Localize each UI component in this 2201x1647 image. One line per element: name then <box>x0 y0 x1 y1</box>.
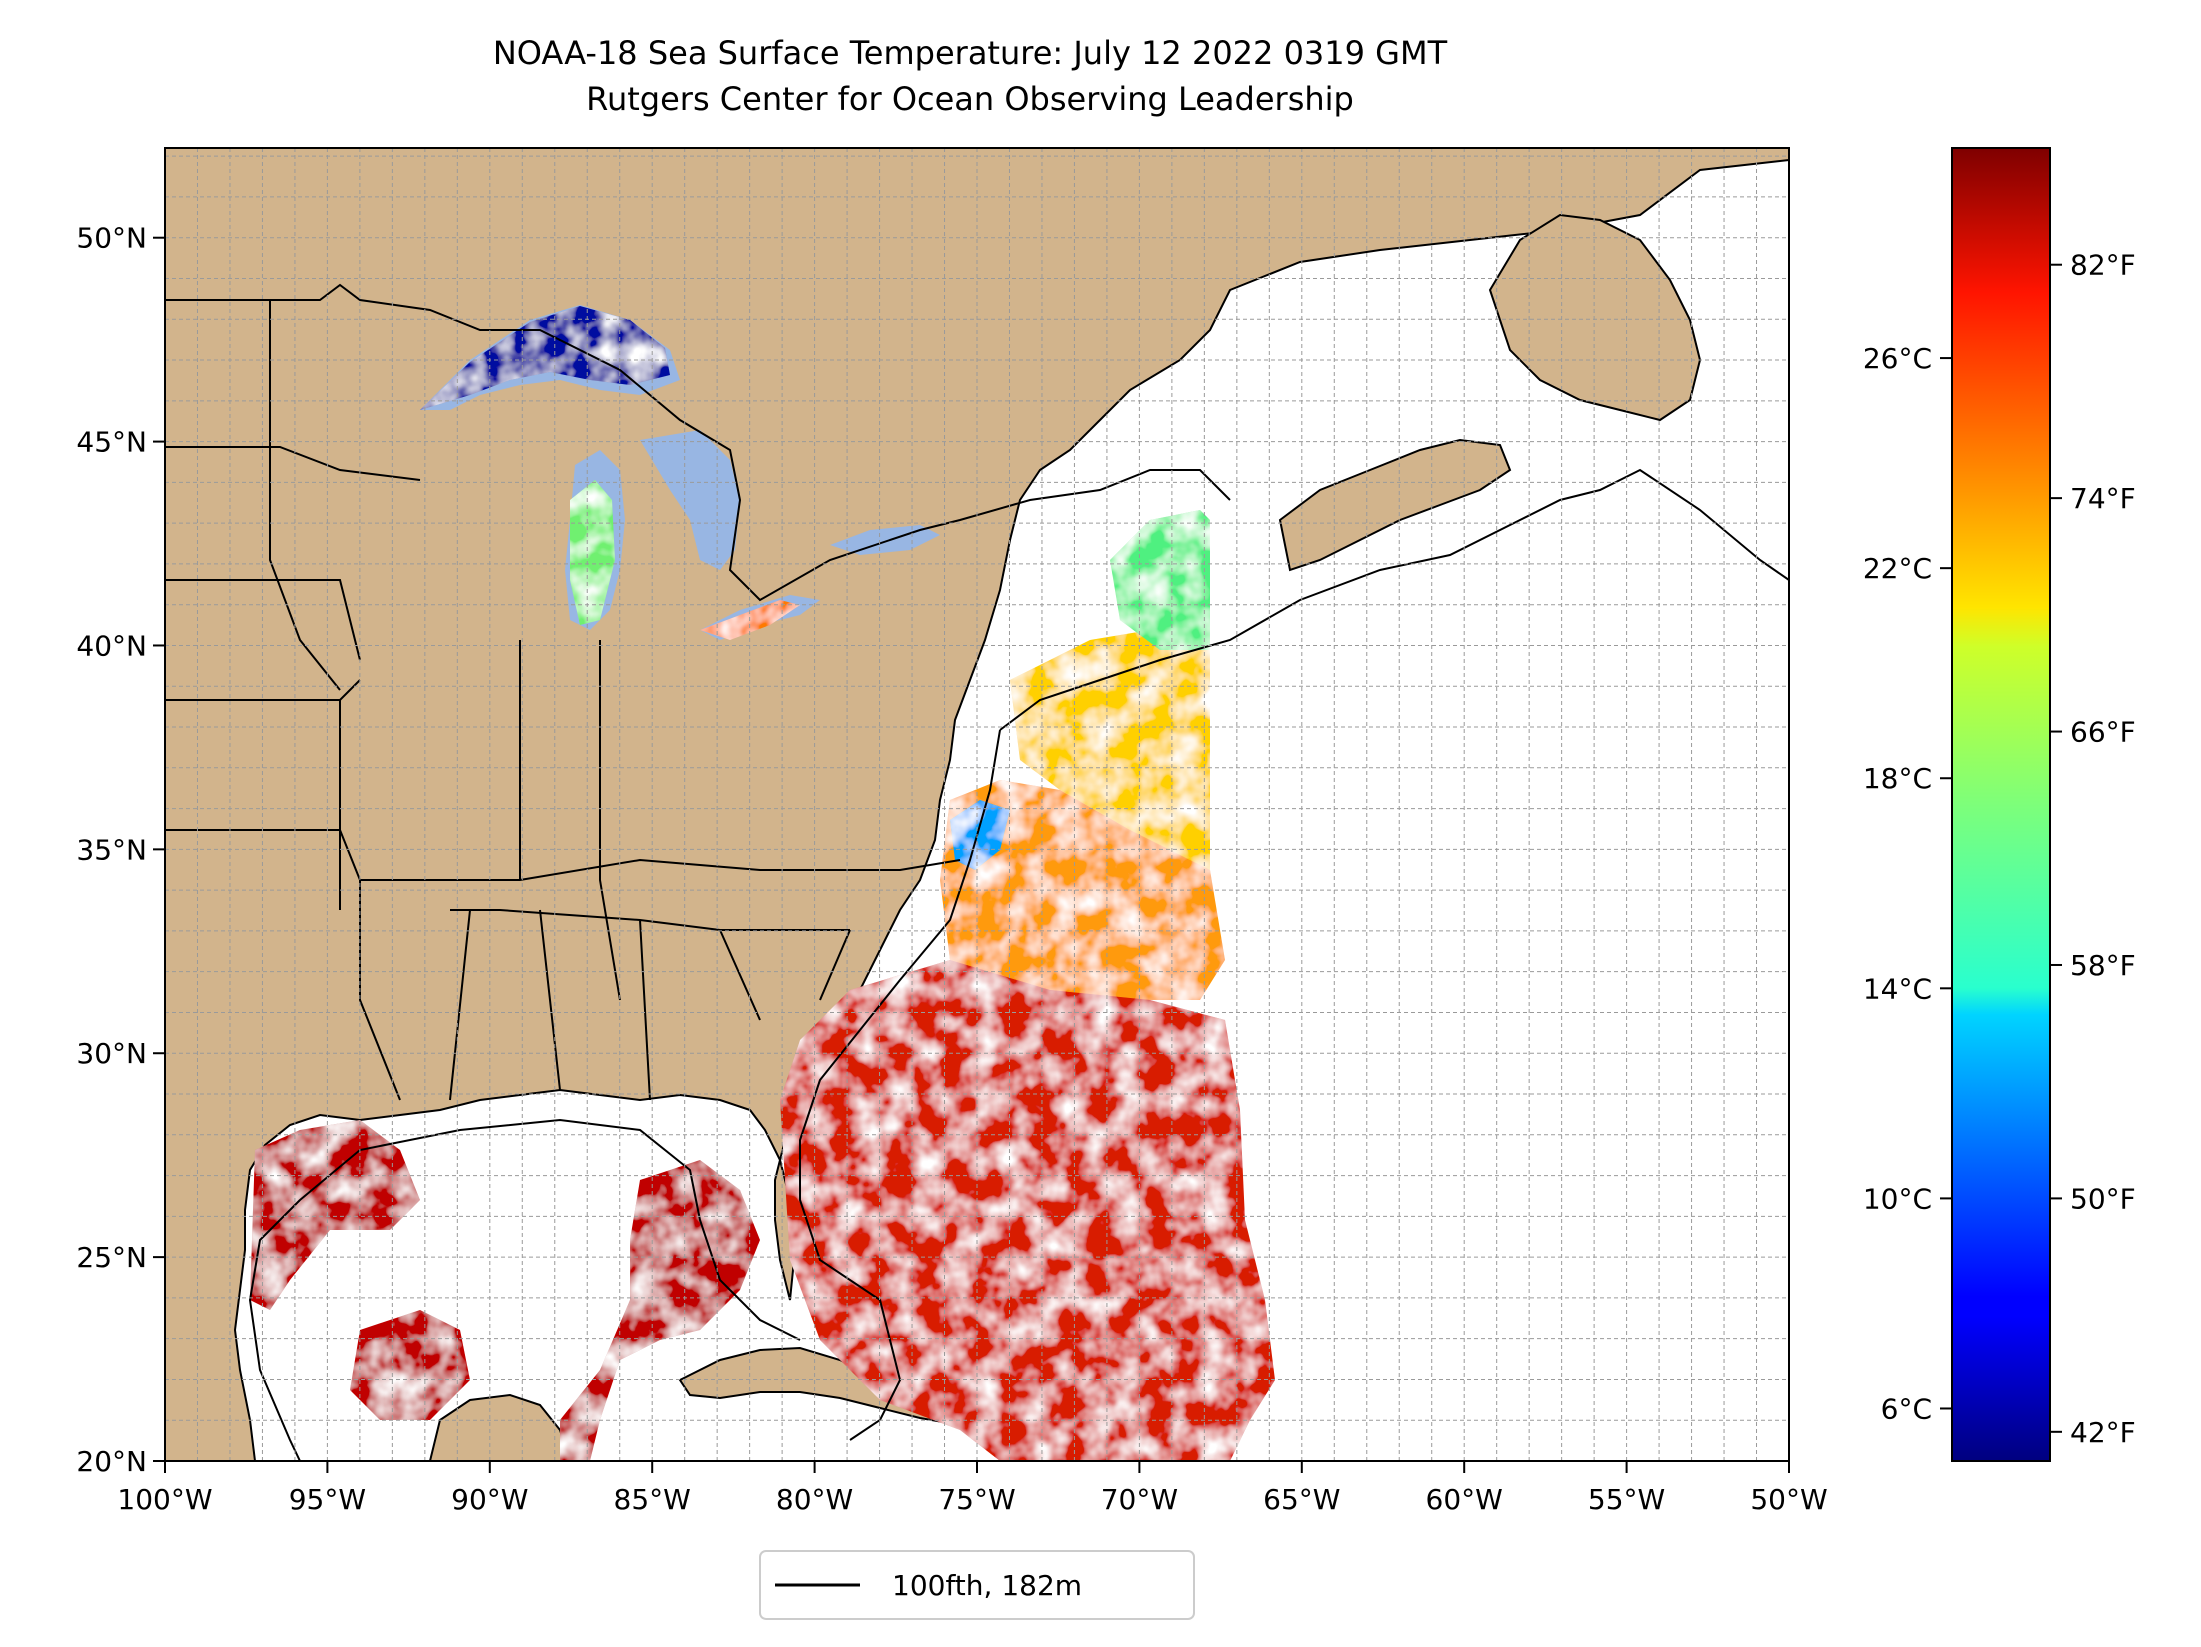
legend-box <box>759 1550 1195 1620</box>
x-tick-label: 90°W <box>451 1483 528 1516</box>
sst-gulf-maine-cool <box>1110 510 1210 650</box>
colorbar-fahrenheit-tick-label: 42°F <box>2070 1416 2136 1449</box>
state-lines <box>165 300 961 1101</box>
x-tick-label: 50°W <box>1750 1483 1827 1516</box>
us-canada-border <box>165 283 1231 602</box>
colorbar-fahrenheit-tick-label: 58°F <box>2070 949 2136 982</box>
graticule-grid <box>165 148 1789 1461</box>
sst-lake-superior-cold <box>420 306 670 410</box>
colorbar-fahrenheit-tick-label: 50°F <box>2070 1182 2136 1215</box>
y-tick-label: 45°N <box>76 426 147 459</box>
y-tick-label: 25°N <box>76 1241 147 1274</box>
x-tick-label: 85°W <box>614 1483 691 1516</box>
x-tick-label: 95°W <box>289 1483 366 1516</box>
nova-scotia-land <box>1278 438 1512 572</box>
colorbar-celsius-tick-label: 14°C <box>1863 972 1932 1005</box>
lake-huron <box>640 430 740 570</box>
x-tick-label: 55°W <box>1588 1483 1665 1516</box>
colorbar-fahrenheit-tick-label: 66°F <box>2070 716 2136 749</box>
legend-label: 100fth, 182m <box>892 1569 1082 1602</box>
isobath-100fth-line <box>248 468 1789 1461</box>
y-tick-label: 30°N <box>76 1037 147 1070</box>
x-tick-label: 65°W <box>1263 1483 1340 1516</box>
colorbar-fahrenheit-tick-label: 74°F <box>2070 482 2136 515</box>
sst-south-atlantic-hot <box>780 960 1275 1461</box>
colorbar-celsius-tick-label: 26°C <box>1863 342 1932 375</box>
sst-gulf-east <box>560 1160 760 1461</box>
x-tick-label: 70°W <box>1101 1483 1178 1516</box>
sst-layer <box>250 306 1275 1461</box>
colorbar-gradient <box>1951 147 2051 1462</box>
colorbar-celsius-tick-label: 6°C <box>1881 1392 1932 1425</box>
x-tick-label: 60°W <box>1426 1483 1503 1516</box>
y-tick-label: 40°N <box>76 629 147 662</box>
x-tick-label: 75°W <box>938 1483 1015 1516</box>
sst-lake-michigan <box>570 480 615 625</box>
colorbar-celsius-tick-label: 10°C <box>1863 1182 1932 1215</box>
x-tick-label: 80°W <box>776 1483 853 1516</box>
boundaries-layer <box>165 283 1231 1101</box>
colorbar-ticks: 26°C 22°C 18°C 14°C 10°C 6°C 82°F 74°F 66°F 58°F 5… <box>1863 249 2136 1449</box>
y-tick-label: 20°N <box>76 1445 147 1478</box>
sst-gulf-west-patch <box>350 1310 470 1420</box>
map-panel: 100°W 95°W 90°W 85°W 80°W 75°W 70°W 65°W 60°W 55°… <box>76 147 1828 1516</box>
x-tick-label: 100°W <box>117 1483 212 1516</box>
map-title: NOAA-18 Sea Surface Temperature: July 12… <box>493 34 1448 72</box>
y-tick-label: 35°N <box>76 833 147 866</box>
colorbar-celsius-tick-label: 18°C <box>1863 762 1932 795</box>
y-tick-label: 50°N <box>76 222 147 255</box>
axis-ticks: 100°W 95°W 90°W 85°W 80°W 75°W 70°W 65°W 60°W 55°… <box>76 222 1827 1516</box>
colorbar-celsius-tick-label: 22°C <box>1863 552 1932 585</box>
legend: 100fth, 182m <box>759 1550 1195 1620</box>
sst-coastal-cold <box>950 800 1010 870</box>
colorbar-fahrenheit-tick-label: 82°F <box>2070 249 2136 282</box>
map-subtitle: Rutgers Center for Ocean Observing Leade… <box>586 80 1354 118</box>
sst-gulf-hot <box>250 1120 420 1310</box>
colorbar: 26°C 22°C 18°C 14°C 10°C 6°C 82°F 74°F 66°F 58°F 5… <box>1863 147 2136 1462</box>
sst-swath-north <box>1010 630 1210 870</box>
